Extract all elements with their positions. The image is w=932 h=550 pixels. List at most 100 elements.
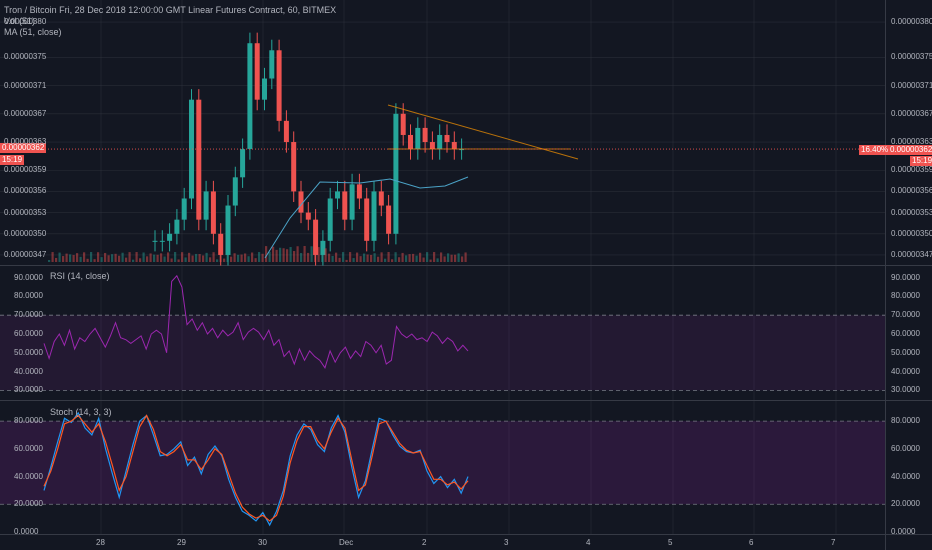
volume-bar [181, 252, 184, 262]
candle-body [356, 184, 362, 199]
rsi-axis-label-left: 80.0000 [14, 291, 43, 301]
rsi-line [43, 274, 469, 369]
candle-body [437, 134, 443, 150]
volume-bar [202, 255, 205, 262]
volume-bar [268, 251, 271, 262]
rsi-axis-label-left: 30.0000 [14, 385, 43, 395]
volume-bar [128, 252, 131, 262]
time-axis-border [0, 534, 932, 535]
price-axis-label-left: 0.00000359 [4, 165, 47, 175]
volume-bar [461, 256, 464, 262]
candle-body [429, 142, 435, 150]
candle-body [283, 120, 289, 143]
volume-bar [405, 255, 408, 262]
candle-body [342, 191, 348, 220]
ma-legend[interactable]: MA (51, close) [4, 27, 62, 37]
stoch-axis-label-left: 20.0000 [14, 499, 43, 509]
stoch-legend[interactable]: Stoch (14, 3, 3) [50, 407, 112, 417]
candle-body [422, 127, 428, 143]
volume-bar [76, 253, 79, 262]
volume-bar [419, 252, 422, 262]
candle-body [313, 219, 319, 255]
volume-bar [121, 252, 124, 262]
candle-body [371, 191, 377, 241]
time-tick-label: 7 [831, 538, 836, 547]
volume-bar [450, 254, 453, 262]
candle-body [203, 191, 209, 220]
volume-bar [440, 252, 443, 262]
volume-bar [426, 252, 429, 262]
rsi-legend[interactable]: RSI (14, close) [50, 271, 110, 281]
rsi-axis-label-left: 60.0000 [14, 329, 43, 338]
volume-bar [429, 259, 432, 262]
candle-body [320, 240, 326, 255]
volume-bar [373, 253, 376, 262]
volume-bar [300, 253, 303, 262]
volume-bar [118, 255, 121, 262]
volume-bar [335, 252, 338, 262]
candle-body [159, 240, 165, 242]
stoch-axis-label-left: 60.0000 [14, 443, 43, 453]
volume-bar [139, 258, 142, 262]
descending-trendline [387, 104, 579, 160]
candle-body [262, 78, 267, 100]
candle-body [240, 149, 246, 178]
volume-bar [191, 255, 194, 262]
volume-bar [303, 246, 306, 262]
volume-bar [356, 252, 359, 262]
change-tag: 16.40% [859, 145, 891, 155]
volume-bar [205, 252, 208, 262]
volume-bar [366, 254, 369, 262]
price-axis-label-left: 0.00000353 [4, 207, 47, 217]
volume-bar [279, 247, 282, 262]
candle-body [393, 113, 399, 234]
volume-bar [65, 253, 68, 262]
volume-bar [174, 252, 177, 262]
volume-bar [104, 252, 107, 262]
price-axis-label-left: 0.00000356 [4, 186, 47, 196]
volume-bar [265, 246, 268, 262]
pane-divider-rsi-stoch[interactable] [0, 400, 932, 401]
rsi-axis-label-right: 90.0000 [891, 272, 920, 282]
volume-bar [83, 252, 86, 262]
candle-body [269, 50, 275, 79]
candle-body [152, 240, 158, 242]
rsi-axis-label-left: 50.0000 [14, 347, 43, 357]
volume-bar [69, 254, 72, 262]
candle-body [378, 191, 384, 206]
volume-legend[interactable]: Vol (51) [4, 16, 36, 26]
volume-bar [153, 254, 156, 262]
price-axis-label-right: 0.00000367 [891, 108, 932, 118]
candle-body [305, 212, 311, 220]
price-axis-label-right: 0.00000347 [891, 249, 932, 259]
volume-bar [415, 255, 418, 262]
volume-bar [251, 252, 254, 262]
price-axis-label-right: 0.00000380 [891, 17, 932, 27]
volume-bar [177, 259, 180, 262]
volume-bar [349, 252, 352, 262]
volume-bar [212, 252, 215, 262]
price-tag-right: 0.00000362 [888, 145, 932, 155]
price-tag-left: 0.00000362 [0, 143, 47, 153]
volume-bar [132, 259, 135, 262]
volume-bar [387, 252, 390, 262]
price-axis-label-left: 0.00000350 [4, 228, 47, 238]
pane-divider-main-rsi[interactable] [0, 265, 932, 266]
volume-bar [338, 257, 341, 262]
volume-bar [254, 258, 257, 262]
volume-bar [377, 256, 380, 262]
volume-bar [342, 252, 345, 262]
volume-bar [433, 252, 436, 262]
volume-bar [219, 252, 222, 262]
volume-bar [90, 252, 93, 262]
symbol-title[interactable]: Tron / Bitcoin Fri, 28 Dec 2018 12:00:00… [4, 5, 337, 15]
candle-body [254, 43, 260, 100]
rsi-band [0, 315, 885, 391]
volume-bar [328, 253, 331, 262]
candle-body [349, 184, 355, 220]
stoch-line-k [43, 411, 469, 527]
volume-bar [391, 259, 394, 262]
stoch-axis-label-right: 80.0000 [891, 416, 920, 426]
volume-bar [156, 254, 159, 262]
